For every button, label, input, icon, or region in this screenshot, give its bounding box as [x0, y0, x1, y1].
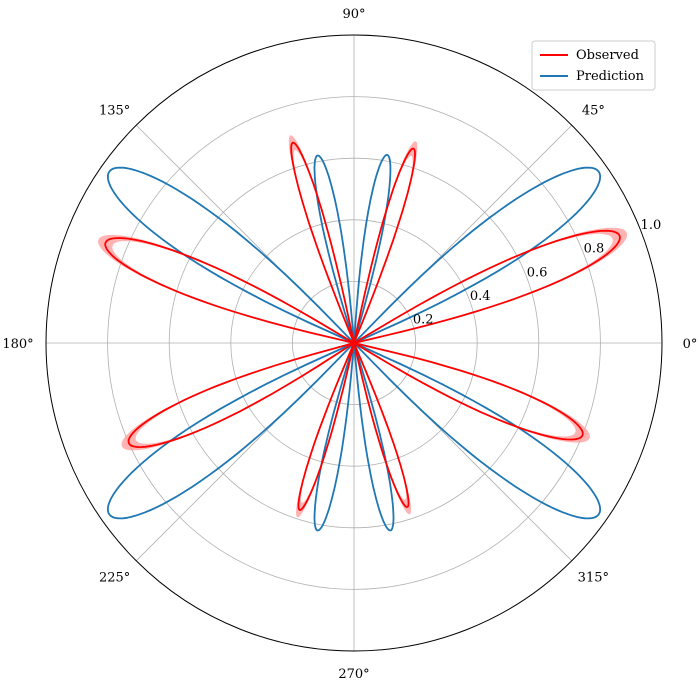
polar-frame: [45, 34, 663, 652]
prediction-lobe-3: [107, 166, 355, 344]
observed-lobe-4: [127, 342, 355, 449]
theta-tick-label-2: 90°: [342, 7, 365, 22]
prediction-lobe-1: [353, 153, 392, 344]
observed-lobe-5: [297, 342, 355, 511]
observed-lobe-2: [290, 141, 355, 344]
legend-box: [531, 40, 656, 91]
r-tick-label-1: 0.4: [470, 289, 491, 304]
observed-lobe-0: [353, 229, 621, 344]
legend-label-prediction: Prediction: [576, 69, 645, 84]
theta-tick-label-6: 270°: [338, 667, 369, 682]
observed-band-lobe-3: [98, 234, 354, 343]
legend: Observed Prediction: [531, 40, 656, 91]
r-tick-label-0: 0.2: [413, 312, 434, 327]
theta-tick-label-5: 225°: [99, 570, 130, 585]
theta-tick-label-4: 180°: [2, 337, 33, 352]
theta-tick-label-1: 45°: [582, 104, 605, 119]
prediction-lobe-2: [313, 154, 355, 344]
observed-lobe-1: [353, 147, 416, 344]
theta-tick-label-0: 0°: [683, 337, 698, 352]
observed-lobe-3: [104, 237, 355, 344]
r-tick-label-4: 1.0: [641, 218, 662, 233]
prediction-lobe-7: [353, 342, 601, 520]
r-tick-label-3: 0.8: [584, 242, 605, 257]
r-tick-label-2: 0.6: [527, 265, 548, 280]
legend-label-observed: Observed: [576, 48, 639, 63]
observed-lobe-7: [353, 342, 584, 441]
theta-tick-label-3: 135°: [99, 104, 130, 119]
prediction-lobe-4: [107, 342, 355, 520]
tick-labels: 0° 45° 90° 135° 180° 225° 270° 315° 0.2 0.4 0.6 0.8…: [2, 7, 697, 682]
observed-band-lobe-7: [354, 343, 590, 443]
observed-lobe-6: [353, 342, 410, 509]
theta-tick-label-7: 315°: [578, 570, 609, 585]
series-layer: [98, 135, 628, 532]
